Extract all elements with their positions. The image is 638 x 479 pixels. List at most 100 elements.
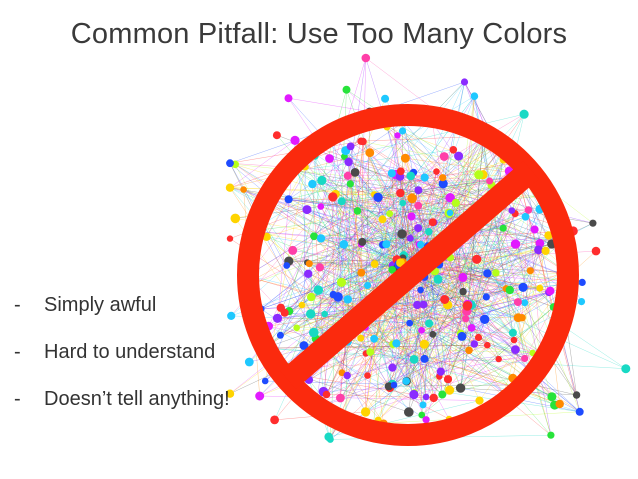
network-node (418, 327, 425, 334)
network-edge (377, 114, 525, 421)
network-edge (391, 173, 398, 268)
network-edge (443, 246, 519, 318)
network-edge (423, 259, 519, 318)
network-node (399, 199, 407, 207)
network-edge (301, 267, 321, 306)
network-node (370, 334, 378, 343)
bullet-marker: - (14, 294, 21, 316)
network-node (321, 310, 329, 318)
network-edge (345, 183, 351, 428)
network-node (589, 219, 597, 227)
network-edge (361, 243, 504, 394)
network-node (388, 363, 397, 372)
network-edge (421, 345, 488, 416)
network-edge (365, 352, 542, 413)
network-node (465, 346, 473, 355)
network-edge (400, 171, 419, 191)
network-edge (308, 291, 464, 381)
network-node (534, 245, 543, 255)
network-node (422, 416, 430, 424)
network-edge (249, 174, 479, 363)
network-edge (350, 146, 391, 388)
network-edge (361, 272, 463, 337)
network-node (309, 327, 319, 338)
network-edge (439, 292, 550, 377)
network-edge (391, 149, 454, 270)
network-edge (388, 384, 516, 387)
network-edge (384, 98, 519, 318)
network-edge (382, 174, 397, 220)
network-edge (400, 262, 580, 412)
network-node (261, 377, 269, 385)
network-edge (343, 244, 449, 380)
network-edge (391, 173, 438, 253)
network-edge (247, 172, 414, 276)
network-node (346, 142, 355, 151)
network-node (322, 390, 331, 399)
network-edge (465, 318, 542, 354)
network-edge (392, 334, 433, 368)
network-edge (513, 158, 577, 396)
network-edge (374, 302, 525, 340)
network-edge (321, 180, 383, 220)
network-edge (288, 98, 400, 265)
network-edge (419, 267, 461, 389)
network-node (308, 179, 317, 189)
network-node (244, 357, 254, 367)
network-edge (392, 384, 410, 413)
network-node (433, 274, 443, 284)
network-edge (288, 98, 379, 198)
network-node (313, 285, 323, 295)
network-node (420, 354, 429, 363)
network-node (288, 245, 298, 255)
network-edge (321, 180, 464, 292)
network-edge (296, 243, 552, 329)
network-edge (365, 135, 398, 412)
network-edge (378, 333, 461, 421)
network-edge (486, 288, 507, 298)
network-edge (268, 325, 424, 406)
network-edge (396, 277, 464, 344)
bullet-text: Doesn’t tell anything! (44, 388, 230, 410)
network-node (521, 299, 529, 307)
network-edge (312, 183, 519, 303)
network-edge (341, 241, 363, 373)
network-node (575, 407, 584, 416)
network-edge (340, 249, 539, 399)
network-node (436, 367, 445, 376)
network-edge (321, 180, 552, 245)
network-edge (369, 111, 495, 206)
network-edge (296, 327, 384, 424)
network-edge (382, 219, 424, 405)
network-edge (428, 264, 440, 324)
network-edge (391, 115, 427, 397)
network-edge (460, 345, 488, 389)
network-node (407, 212, 416, 221)
network-edge (373, 301, 519, 424)
network-edge (303, 166, 306, 346)
network-edge (314, 155, 322, 239)
network-edge (503, 250, 546, 394)
network-node (513, 313, 523, 323)
network-node (413, 300, 422, 310)
network-edge (321, 180, 383, 220)
network-edges (229, 57, 626, 440)
network-node (388, 266, 397, 274)
network-node (293, 324, 301, 332)
network-edge (468, 209, 541, 351)
prohibition-slash (280, 160, 539, 390)
network-edge (315, 353, 366, 408)
network-edge (362, 141, 424, 261)
network-node (418, 411, 426, 419)
network-node (406, 319, 414, 327)
network-edge (397, 135, 429, 247)
network-edge (471, 327, 533, 354)
network-node (361, 53, 371, 63)
network-edge (295, 170, 415, 395)
network-edge (449, 213, 577, 396)
network-node (329, 290, 337, 299)
network-edge (350, 146, 403, 235)
network-node (474, 333, 483, 342)
network-node (513, 298, 522, 307)
network-node (439, 174, 447, 182)
